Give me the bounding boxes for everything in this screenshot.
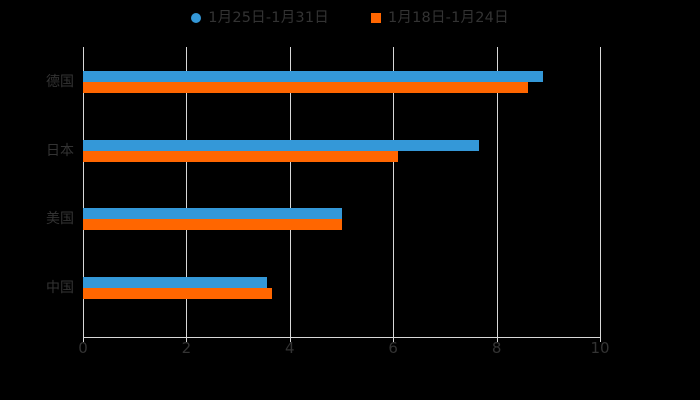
x-axis-tick xyxy=(186,337,188,342)
y-axis-labels: 德国 日本 美国 中国 xyxy=(0,47,74,337)
x-axis-tick-label: 8 xyxy=(491,339,502,357)
bar-日本-series-0[interactable] xyxy=(83,139,479,151)
x-axis-tick xyxy=(289,337,291,342)
bar-中国-series-0[interactable] xyxy=(83,276,267,288)
legend-circle-marker-icon xyxy=(191,13,202,23)
x-axis-tick xyxy=(83,337,84,342)
bar-德国-series-0[interactable] xyxy=(83,71,544,82)
x-axis-tick-label: 10 xyxy=(590,339,610,357)
bar-美国-series-1[interactable] xyxy=(83,219,342,230)
x-gridline xyxy=(393,47,395,337)
x-axis-tick-label: 4 xyxy=(285,339,295,357)
x-gridline xyxy=(186,47,188,337)
bar-中国-series-1[interactable] xyxy=(83,287,272,299)
y-axis-label-德国: 德国 xyxy=(46,74,74,90)
plot-area xyxy=(83,47,601,337)
legend-item-series-0[interactable]: 1月25日-1月31日 xyxy=(191,11,329,26)
x-gridline xyxy=(600,47,601,337)
bar-德国-series-1[interactable] xyxy=(83,82,528,93)
legend-square-marker-icon xyxy=(371,13,381,23)
x-axis-line xyxy=(83,337,601,338)
y-axis-label-美国: 美国 xyxy=(46,211,74,227)
legend-label-series-0: 1月25日-1月31日 xyxy=(208,9,329,26)
chart-legend: 1月25日-1月31日 1月18日-1月24日 xyxy=(0,6,700,30)
x-axis-tick-label: 6 xyxy=(388,339,398,357)
y-axis-label-日本: 日本 xyxy=(46,142,74,159)
y-axis-label-中国: 中国 xyxy=(46,279,74,296)
x-gridline xyxy=(83,47,84,337)
x-axis-tick-label: 2 xyxy=(181,339,192,357)
x-axis-tick xyxy=(600,337,601,342)
x-gridline xyxy=(289,47,291,337)
x-axis-tick-label: 0 xyxy=(78,339,88,357)
legend-label-series-1: 1月18日-1月24日 xyxy=(388,9,509,26)
bar-日本-series-1[interactable] xyxy=(83,150,399,162)
x-axis-tick xyxy=(393,337,395,342)
x-axis-tick xyxy=(496,337,498,342)
bar-美国-series-0[interactable] xyxy=(83,208,342,219)
legend-item-series-1[interactable]: 1月18日-1月24日 xyxy=(371,11,509,26)
x-gridline xyxy=(496,47,498,337)
